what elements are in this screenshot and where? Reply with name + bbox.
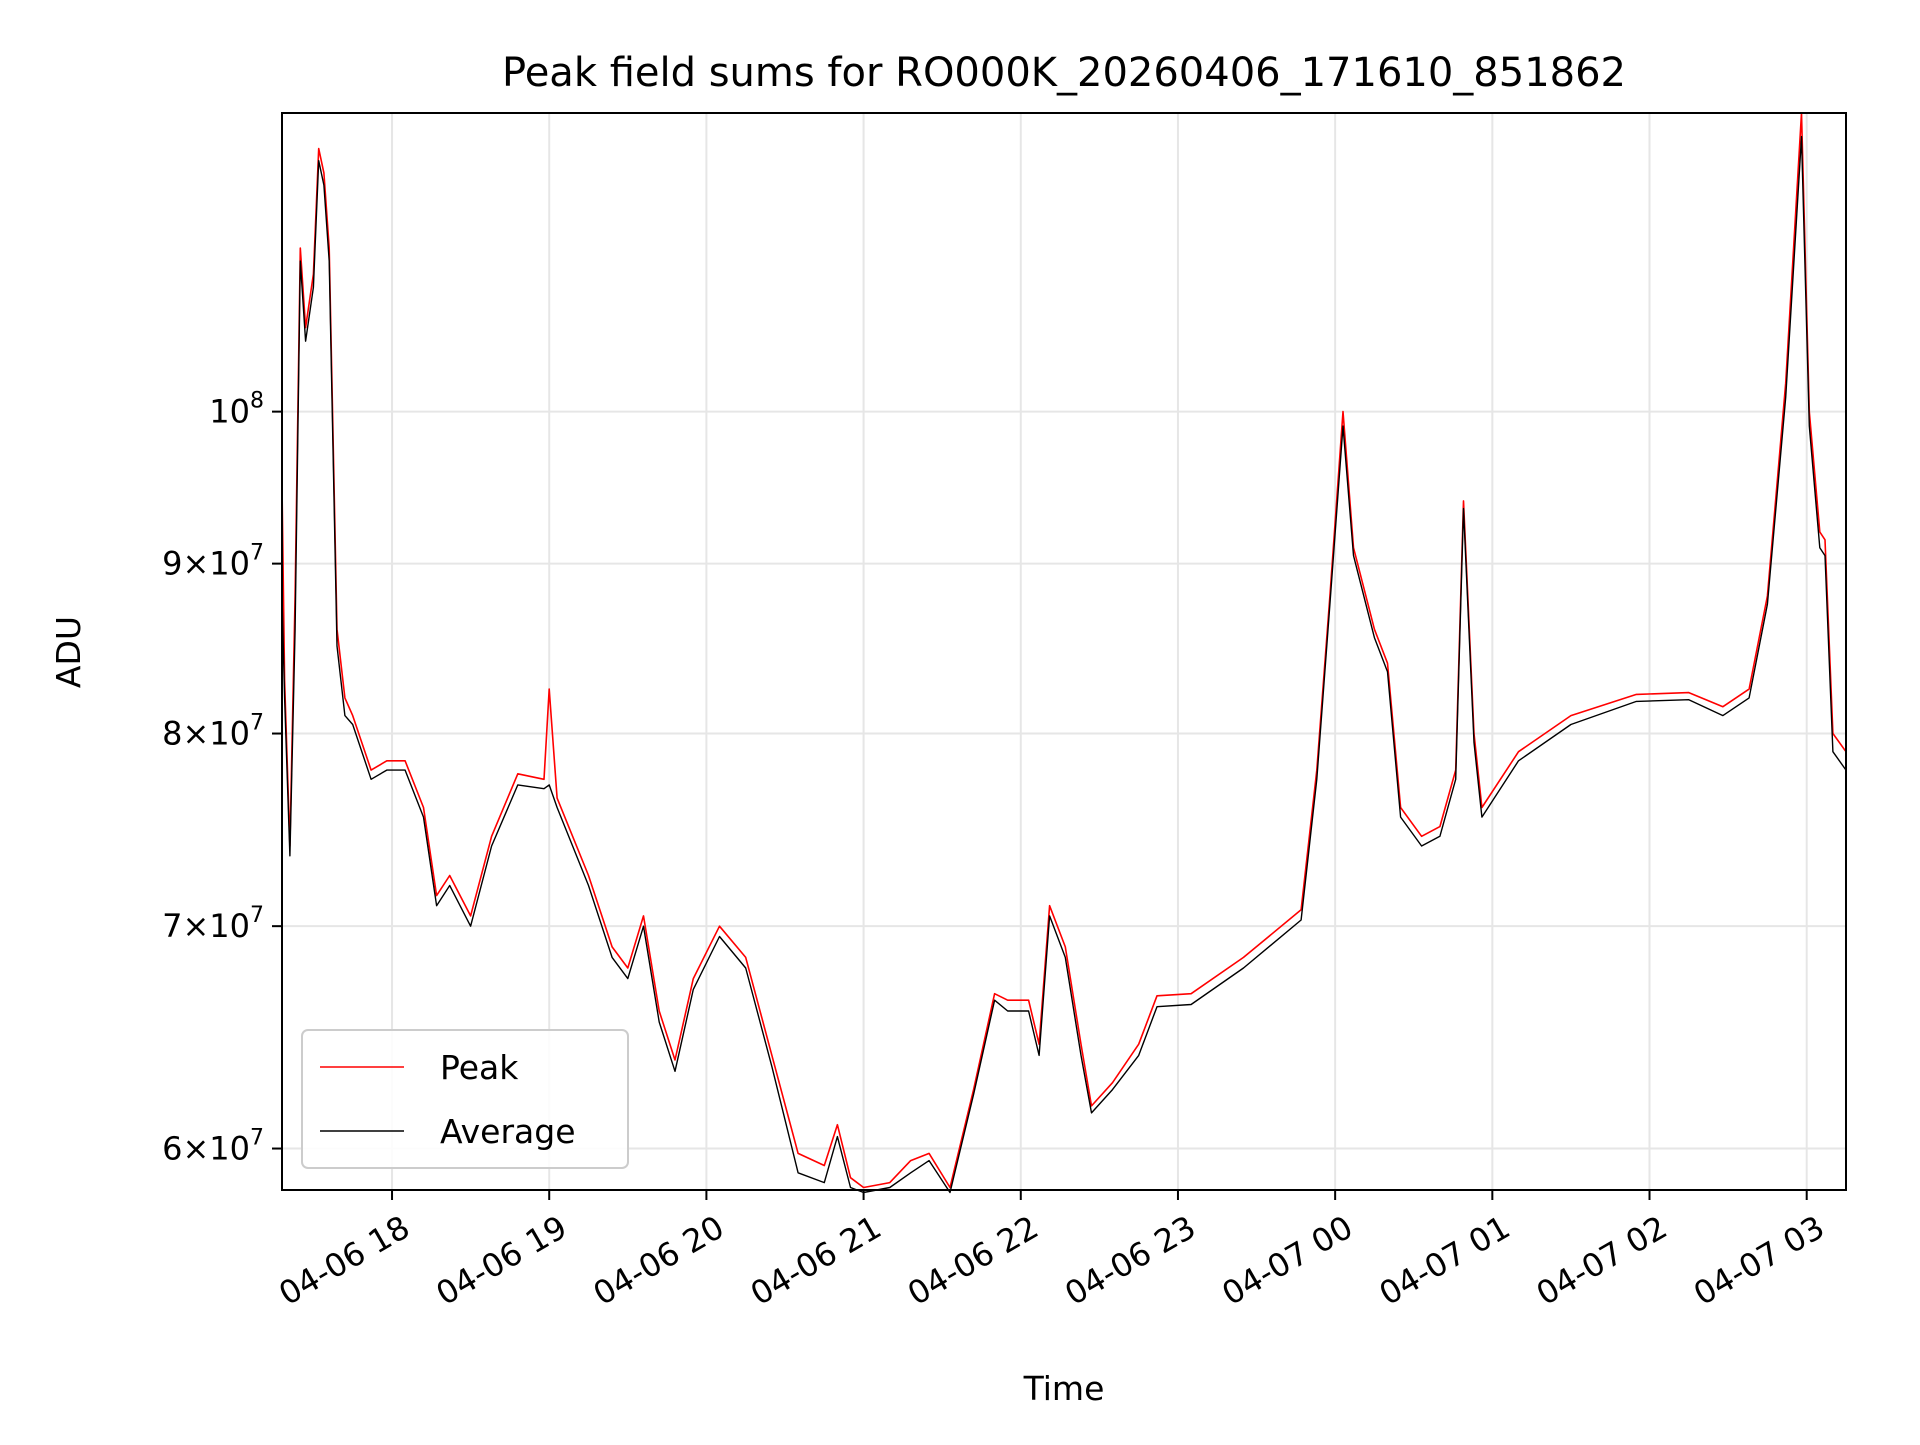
grid-lines <box>282 113 1846 1190</box>
legend-label-average: Average <box>440 1112 576 1151</box>
y-axis-label: ADU <box>49 616 88 688</box>
chart-title: Peak field sums for RO000K_20260406_1716… <box>502 50 1626 96</box>
legend-box <box>301 1029 629 1169</box>
series-line-peak <box>281 112 1847 1189</box>
series-lines <box>281 112 1847 1194</box>
y-tick-label: 6×107 <box>162 1126 264 1168</box>
x-axis-label: Time <box>1023 1369 1105 1408</box>
y-tick-label: 108 <box>209 389 264 431</box>
y-axis-ticks: 6×107 7×107 8×107 9×107 108 <box>162 389 282 1168</box>
plot-frame <box>281 112 1847 1191</box>
legend-label-peak: Peak <box>440 1048 519 1087</box>
y-tick-label: 8×107 <box>162 711 264 753</box>
series-line-average <box>281 135 1847 1194</box>
y-tick-label: 9×107 <box>162 541 264 583</box>
y-tick-label: 7×107 <box>162 903 264 945</box>
legend: Peak Average <box>301 1029 629 1169</box>
